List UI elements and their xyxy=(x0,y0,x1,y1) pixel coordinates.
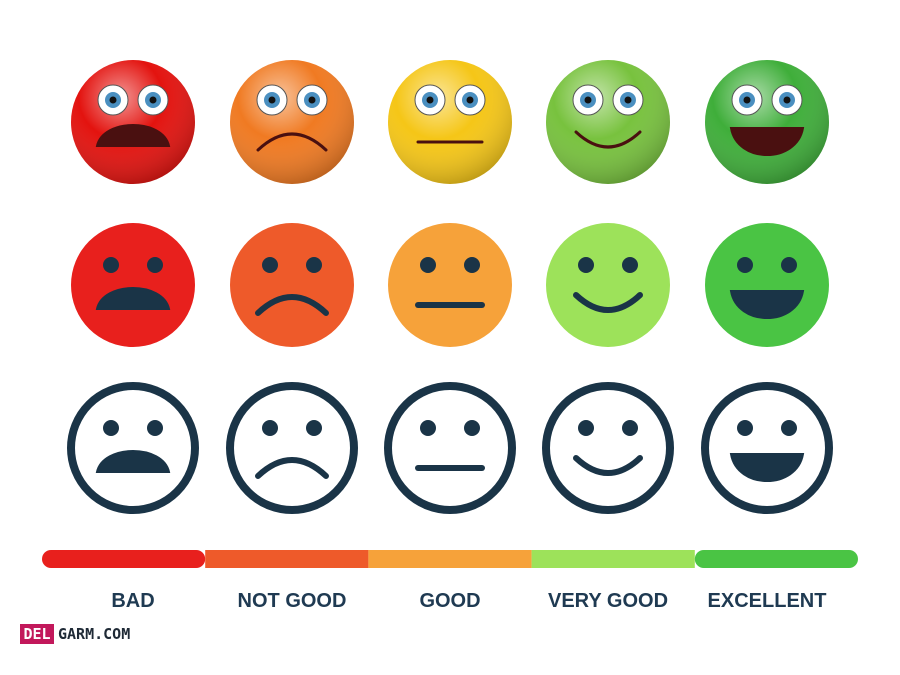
bar-segment xyxy=(205,550,369,568)
pupil xyxy=(743,96,751,104)
eye xyxy=(262,420,278,436)
pupil xyxy=(783,96,791,104)
mouth xyxy=(95,450,171,473)
flat-face xyxy=(705,223,829,347)
outline-face xyxy=(701,382,833,514)
mouth xyxy=(729,453,805,482)
face xyxy=(542,382,674,514)
mouth xyxy=(255,457,329,479)
face xyxy=(226,382,358,514)
face xyxy=(71,223,195,347)
watermark-brand: DEL xyxy=(23,625,50,643)
eye xyxy=(737,420,753,436)
gloss xyxy=(71,60,195,184)
pupil xyxy=(149,96,157,104)
eye xyxy=(147,420,163,436)
mouth xyxy=(255,294,329,316)
labels: BAD NOT GOOD GOOD VERY GOOD EXCELLENT xyxy=(111,590,826,612)
flat-face xyxy=(546,223,670,347)
outline-face xyxy=(67,382,199,514)
eye xyxy=(103,420,119,436)
pupil xyxy=(268,96,276,104)
eye xyxy=(578,257,594,273)
pupil xyxy=(584,96,592,104)
face xyxy=(384,382,516,514)
flat-face xyxy=(388,223,512,347)
glossy-face xyxy=(388,60,512,184)
scale-bar xyxy=(42,550,858,568)
pupil xyxy=(426,96,434,104)
eye xyxy=(262,257,278,273)
bar-segment xyxy=(694,550,858,568)
level-label: NOT GOOD xyxy=(238,590,347,612)
glossy-face xyxy=(230,60,354,184)
faces xyxy=(67,60,833,514)
pupil xyxy=(308,96,316,104)
glossy-face xyxy=(705,60,829,184)
eye xyxy=(103,257,119,273)
pupil xyxy=(624,96,632,104)
flat-face xyxy=(71,223,195,347)
level-label: VERY GOOD xyxy=(548,590,668,612)
mouth xyxy=(729,290,805,319)
face xyxy=(546,223,670,347)
eye xyxy=(781,257,797,273)
eye xyxy=(781,420,797,436)
mouth xyxy=(95,124,171,147)
outline-face xyxy=(384,382,516,514)
bar-segment xyxy=(531,550,695,568)
eye xyxy=(420,257,436,273)
eye xyxy=(622,420,638,436)
bar-segment xyxy=(42,550,206,568)
gloss xyxy=(546,60,670,184)
level-label: BAD xyxy=(111,590,154,612)
face xyxy=(230,223,354,347)
face xyxy=(705,223,829,347)
watermark-domain: GARM.COM xyxy=(58,625,130,643)
watermark: DEL GARM.COM xyxy=(20,624,130,644)
mouth xyxy=(95,287,171,310)
glossy-face xyxy=(71,60,195,184)
gloss xyxy=(388,60,512,184)
glossy-face xyxy=(546,60,670,184)
level-label: EXCELLENT xyxy=(708,590,827,612)
face xyxy=(388,223,512,347)
level-label: GOOD xyxy=(419,590,480,612)
eye xyxy=(147,257,163,273)
mouth xyxy=(574,130,642,149)
eye xyxy=(578,420,594,436)
eye xyxy=(622,257,638,273)
eye xyxy=(464,420,480,436)
mouth xyxy=(256,132,328,152)
mouth xyxy=(729,127,805,156)
outline-face xyxy=(226,382,358,514)
mouth xyxy=(573,455,643,476)
flat-face xyxy=(230,223,354,347)
watermark-box xyxy=(20,624,54,644)
eye xyxy=(306,257,322,273)
outline-face xyxy=(542,382,674,514)
bar-segment xyxy=(368,550,532,568)
eye xyxy=(464,257,480,273)
eye xyxy=(306,420,322,436)
pupil xyxy=(109,96,117,104)
eye xyxy=(420,420,436,436)
gloss xyxy=(230,60,354,184)
mouth xyxy=(573,292,643,313)
pupil xyxy=(466,96,474,104)
eye xyxy=(737,257,753,273)
face xyxy=(701,382,833,514)
face xyxy=(67,382,199,514)
gloss xyxy=(705,60,829,184)
